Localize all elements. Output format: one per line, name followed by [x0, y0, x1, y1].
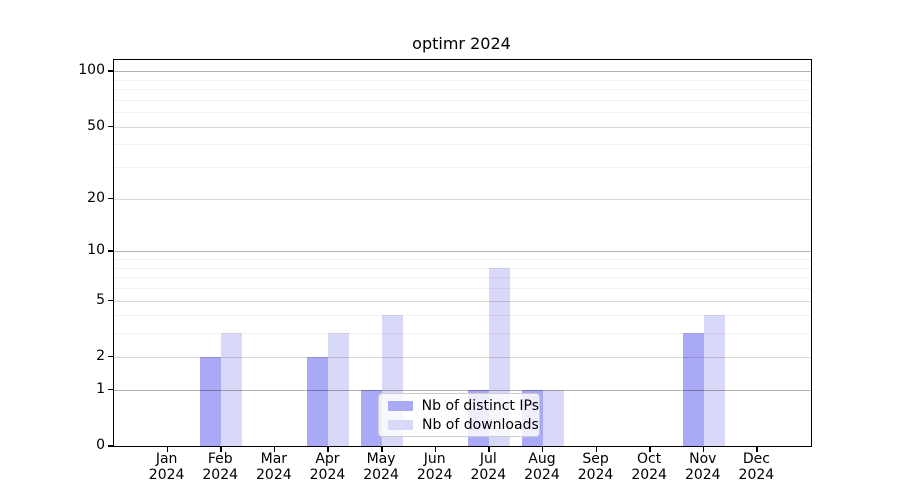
y-tick-mark-5 [108, 299, 113, 301]
x-tick-mark-mar [273, 446, 276, 452]
gridline-minor [114, 333, 811, 335]
x-tick-label-may: May 2024 [363, 451, 399, 483]
legend-label-downloads: Nb of downloads [422, 416, 539, 433]
chart-title: optimr 2024 [412, 34, 511, 53]
x-tick-label-jul: Jul 2024 [470, 451, 507, 483]
gridline-minor [114, 144, 811, 146]
bar-distinct-ips-apr [307, 356, 329, 446]
x-tick-label-mar: Mar 2024 [256, 451, 292, 483]
legend: Nb of distinct IPs Nb of downloads [378, 393, 540, 437]
y-tick-label-0: 0 [96, 437, 105, 453]
bar-downloads-nov [703, 315, 725, 446]
gridline-minor [114, 99, 811, 101]
gridline-10 [114, 251, 811, 253]
gridline-minor [114, 267, 811, 269]
gridline-20 [114, 198, 811, 200]
y-tick-mark-100 [108, 70, 113, 72]
legend-item-downloads: Nb of downloads [379, 417, 539, 433]
x-tick-mark-oct [649, 446, 651, 452]
x-tick-label-oct: Oct 2024 [631, 451, 667, 483]
x-tick-label-apr: Apr 2024 [309, 451, 346, 483]
gridline-50 [114, 126, 811, 128]
y-tick-label-20: 20 [87, 189, 105, 206]
y-tick-label-5: 5 [96, 291, 105, 308]
x-tick-mark-jan [166, 446, 169, 452]
x-tick-label-feb: Feb 2024 [202, 451, 239, 483]
x-tick-mark-nov [702, 446, 705, 452]
y-tick-mark-10 [108, 250, 113, 252]
y-tick-label-50: 50 [87, 117, 105, 134]
x-tick-label-nov: Nov 2024 [684, 451, 721, 483]
y-tick-label-10: 10 [87, 242, 105, 259]
bar-distinct-ips-nov [682, 333, 704, 446]
gridline-minor [114, 315, 811, 317]
gridline-minor [114, 287, 811, 289]
y-tick-mark-50 [108, 125, 113, 128]
x-tick-mark-jul [488, 446, 490, 452]
gridline-100 [114, 71, 811, 73]
legend-item-distinct-ips: Nb of distinct IPs [379, 398, 539, 414]
legend-label-distinct-ips: Nb of distinct IPs [421, 397, 539, 414]
x-tick-mark-dec [756, 446, 758, 452]
y-tick-mark-0 [108, 445, 113, 447]
gridline-5 [114, 300, 811, 302]
x-tick-mark-apr [327, 446, 329, 452]
y-tick-label-1: 1 [96, 380, 105, 397]
y-tick-label-2: 2 [96, 347, 105, 364]
gridline-minor [114, 277, 811, 279]
x-tick-label-jun: Jun 2024 [416, 451, 453, 483]
plot-area [113, 59, 812, 447]
x-tick-mark-aug [541, 446, 544, 452]
gridline-minor [114, 259, 811, 261]
gridline-2 [114, 356, 811, 358]
legend-swatch-downloads [388, 419, 413, 430]
gridline-minor [114, 112, 811, 114]
bar-downloads-apr [328, 333, 350, 446]
x-tick-label-dec: Dec 2024 [738, 451, 775, 483]
x-tick-label-jan: Jan 2024 [148, 451, 185, 483]
bar-distinct-ips-feb [200, 356, 222, 446]
bar-distinct-ips-may [361, 389, 383, 446]
x-tick-mark-may [381, 446, 383, 452]
x-tick-mark-sep [595, 446, 598, 452]
y-tick-mark-2 [108, 355, 113, 358]
y-tick-label-100: 100 [78, 62, 105, 79]
x-tick-label-sep: Sep 2024 [577, 451, 614, 483]
gridline-minor [114, 79, 811, 81]
x-tick-mark-feb [220, 446, 222, 452]
gridline-1 [114, 389, 811, 391]
x-tick-label-aug: Aug 2024 [524, 451, 560, 483]
bar-downloads-aug [542, 389, 564, 446]
y-tick-mark-1 [108, 388, 113, 391]
gridline-minor [114, 167, 811, 169]
gridline-minor [114, 89, 811, 91]
legend-swatch-distinct-ips [388, 400, 413, 411]
y-tick-mark-20 [108, 197, 113, 200]
bar-downloads-feb [221, 333, 243, 446]
x-tick-mark-jun [434, 446, 437, 452]
